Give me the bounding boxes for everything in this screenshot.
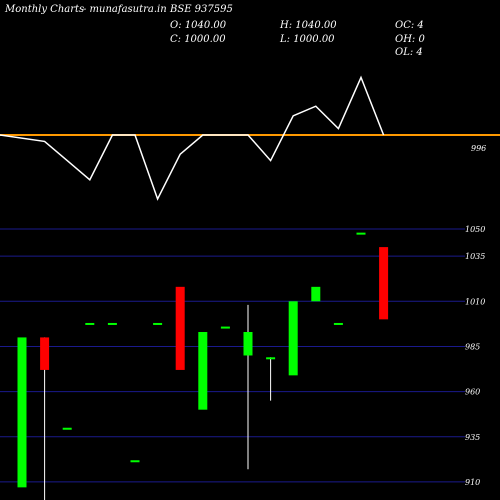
oc-value: OC: 4: [395, 20, 424, 31]
candle-body: [311, 286, 321, 302]
price-line: [0, 75, 385, 201]
chart-symbol: BSE 937595: [170, 4, 233, 15]
candle-body: [107, 322, 117, 325]
close-value: C: 1000.00: [170, 34, 226, 45]
candle-body: [175, 286, 185, 370]
low-value: L: 1000.00: [280, 34, 335, 45]
candle-body: [40, 337, 50, 370]
candle-body: [333, 322, 343, 325]
candle-body: [288, 301, 298, 376]
candle-body: [130, 460, 140, 463]
candle-body: [85, 322, 95, 325]
candle-chart-tick-label: 1050: [465, 225, 485, 234]
candle-body: [220, 326, 230, 329]
candle-body: [153, 322, 163, 325]
candle-body: [379, 247, 389, 320]
candle-chart-tick-label: 910: [465, 478, 480, 487]
candle-chart-tick-label: 960: [465, 388, 480, 397]
high-value: H: 1040.00: [280, 20, 337, 31]
oh-value: OH: 0: [395, 34, 425, 45]
candle-body: [243, 332, 253, 356]
candle-chart-tick-label: 985: [465, 342, 480, 351]
candle-body: [198, 332, 208, 410]
candle-chart-tick-label: 1010: [465, 297, 485, 306]
chart-source: - munafasutra.in: [83, 4, 167, 15]
candle-chart-tick-label: 1035: [465, 252, 485, 261]
chart-title: Monthly Charts: [5, 4, 85, 15]
candle-body: [62, 427, 72, 430]
candle-chart-tick-label: 935: [465, 433, 480, 442]
line-chart-tick-label: 996: [471, 144, 486, 153]
candle-body: [17, 337, 27, 488]
candle-body: [356, 232, 366, 235]
open-value: O: 1040.00: [170, 20, 227, 31]
ol-value: OL: 4: [395, 47, 423, 58]
candle-body: [266, 357, 276, 360]
